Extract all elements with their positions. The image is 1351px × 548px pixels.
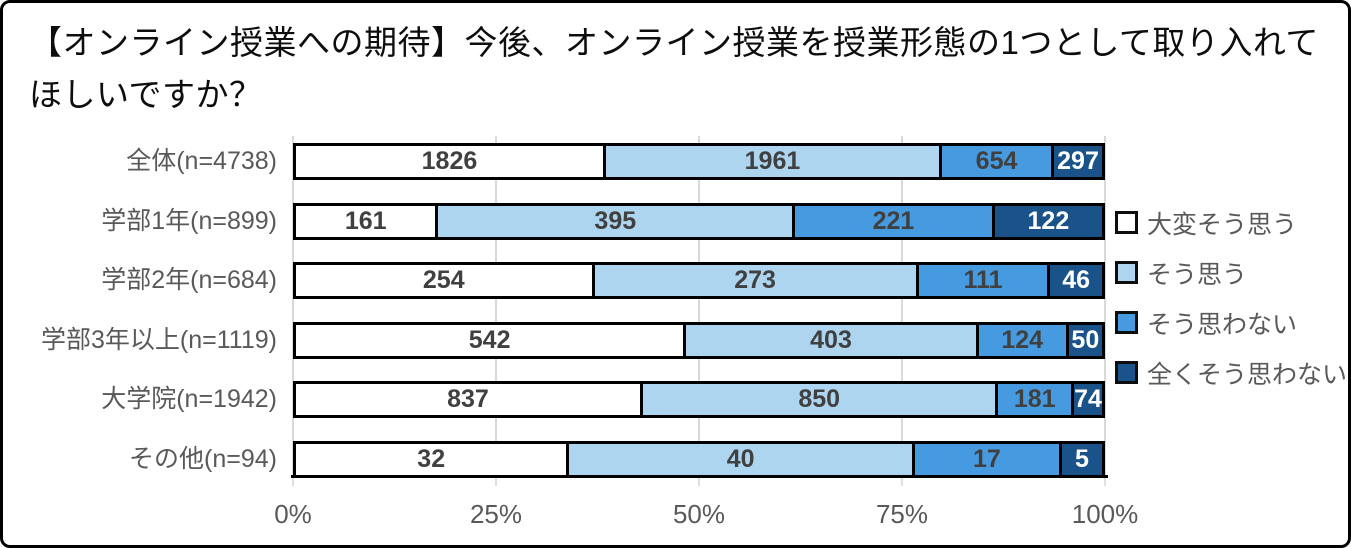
bar-value-label: 1961 [744,147,801,175]
bar-segment: 1826 [293,143,606,180]
bar-value-label: 181 [1013,385,1056,413]
bar-segment: 122 [994,202,1105,240]
bar-segment: 5 [1061,440,1105,478]
bar-segment: 50 [1068,321,1105,359]
legend-label: 全くそう思わない [1147,360,1348,389]
bar-value-label: 542 [468,325,511,354]
bar-value-label: 1826 [421,147,478,175]
bar-value-label: 32 [417,444,446,473]
x-tick-label: 50% [672,499,726,529]
x-tick-label: 25% [469,499,523,529]
bar-value-label: 17 [972,444,1001,473]
bar-segment: 542 [293,321,687,359]
gridline [1104,136,1106,477]
bar-row: 254 273 111 46 [293,262,1105,299]
bar-value-label: 111 [963,266,1003,294]
bar-value-label: 654 [975,147,1018,175]
bar-segment: 254 [293,262,595,299]
x-axis-labels: 0% 25% 50% 75% 100% [274,499,1138,533]
category-label: 大学院(n=1942) [101,385,277,413]
axis-tick [1104,478,1106,486]
legend-swatch-icon [1115,261,1138,284]
bar-value-label: 5 [1074,444,1089,473]
axis-tick [292,478,294,486]
bar-row: 1826 1961 654 297 [293,143,1105,180]
bar-segment: 1961 [605,143,942,180]
bar-segment: 221 [795,202,995,240]
bar-segment: 40 [569,440,915,478]
bar-segment: 46 [1050,262,1105,299]
legend-label: 大変そう思う [1147,210,1298,239]
axis-tick [495,478,497,486]
gridline [292,136,294,477]
bar-value-label: 122 [1027,206,1070,235]
bar-segment: 837 [293,381,643,418]
legend-swatch-icon [1115,211,1138,234]
legend-item: そう思わない [1115,310,1347,339]
x-tick-label: 100% [1071,499,1139,529]
legend-item: そう思う [1115,260,1347,289]
bar-segment: 17 [914,440,1062,478]
bar-value-label: 40 [726,444,755,473]
bar-segment: 273 [594,262,919,299]
plot-area: 1826 1961 654 297 161 395 221 122 254 273 111 46 542… [291,136,1108,486]
legend-swatch-icon [1115,361,1138,384]
bar-value-label: 254 [422,266,465,294]
bar-segment: 403 [686,321,979,359]
bar-value-label: 297 [1057,147,1099,175]
bar-row: 32 40 17 5 [293,440,1105,478]
axis-tick [698,478,700,486]
bar-value-label: 74 [1074,385,1102,413]
legend-label: そう思う [1147,260,1248,289]
bar-segment: 850 [642,381,999,418]
gridline [901,136,903,477]
chart-title: 【オンライン授業への期待】今後、オンライン授業を授業形態の1つとして取り入れてほ… [29,24,1319,114]
x-axis-line [291,475,1108,478]
category-label: 学部1年(n=899) [101,206,277,235]
bar-segment: 297 [1054,143,1105,180]
bar-segment: 161 [293,202,439,240]
legend-label: そう思わない [1147,310,1298,339]
bar-segment: 74 [1074,381,1105,418]
category-label: 全体(n=4738) [126,147,277,175]
x-tick-label: 75% [875,499,929,529]
bar-segment: 124 [978,321,1069,359]
bar-segment: 111 [918,262,1051,299]
gridline [698,136,700,477]
axis-tick [901,478,903,486]
legend-item: 大変そう思う [1115,210,1347,239]
category-label: 学部3年以上(n=1119) [41,325,277,354]
bar-segment: 395 [438,202,796,240]
bar-value-label: 50 [1071,325,1100,354]
bar-value-label: 124 [1001,325,1044,354]
bar-value-label: 273 [734,266,776,294]
bar-segment: 181 [998,381,1075,418]
bar-value-label: 46 [1062,266,1091,294]
bar-row: 837 850 181 74 [293,381,1105,418]
legend-item: 全くそう思わない [1115,360,1347,389]
bar-value-label: 837 [447,385,489,413]
bar-row: 542 403 124 50 [293,321,1105,359]
bar-segment: 32 [293,440,570,478]
category-label: 学部2年(n=684) [101,266,277,294]
bar-value-label: 850 [798,385,841,413]
legend: 大変そう思う そう思うそう思わない全くそう思わない [1115,210,1347,389]
bar-row: 161 395 221 122 [293,202,1105,240]
category-axis: 全体(n=4738) 学部1年(n=899) 学部2年(n=684) 学部3年以上(n… [3,136,285,477]
x-tick-label: 0% [274,499,312,529]
category-label: その他(n=94) [129,444,277,473]
bar-value-label: 395 [594,206,637,235]
legend-swatch-icon [1115,311,1138,334]
bar-segment: 654 [942,143,1055,180]
bar-value-label: 221 [872,206,915,235]
bar-value-label: 161 [344,206,387,235]
gridline [495,136,497,477]
bar-value-label: 403 [810,325,852,354]
